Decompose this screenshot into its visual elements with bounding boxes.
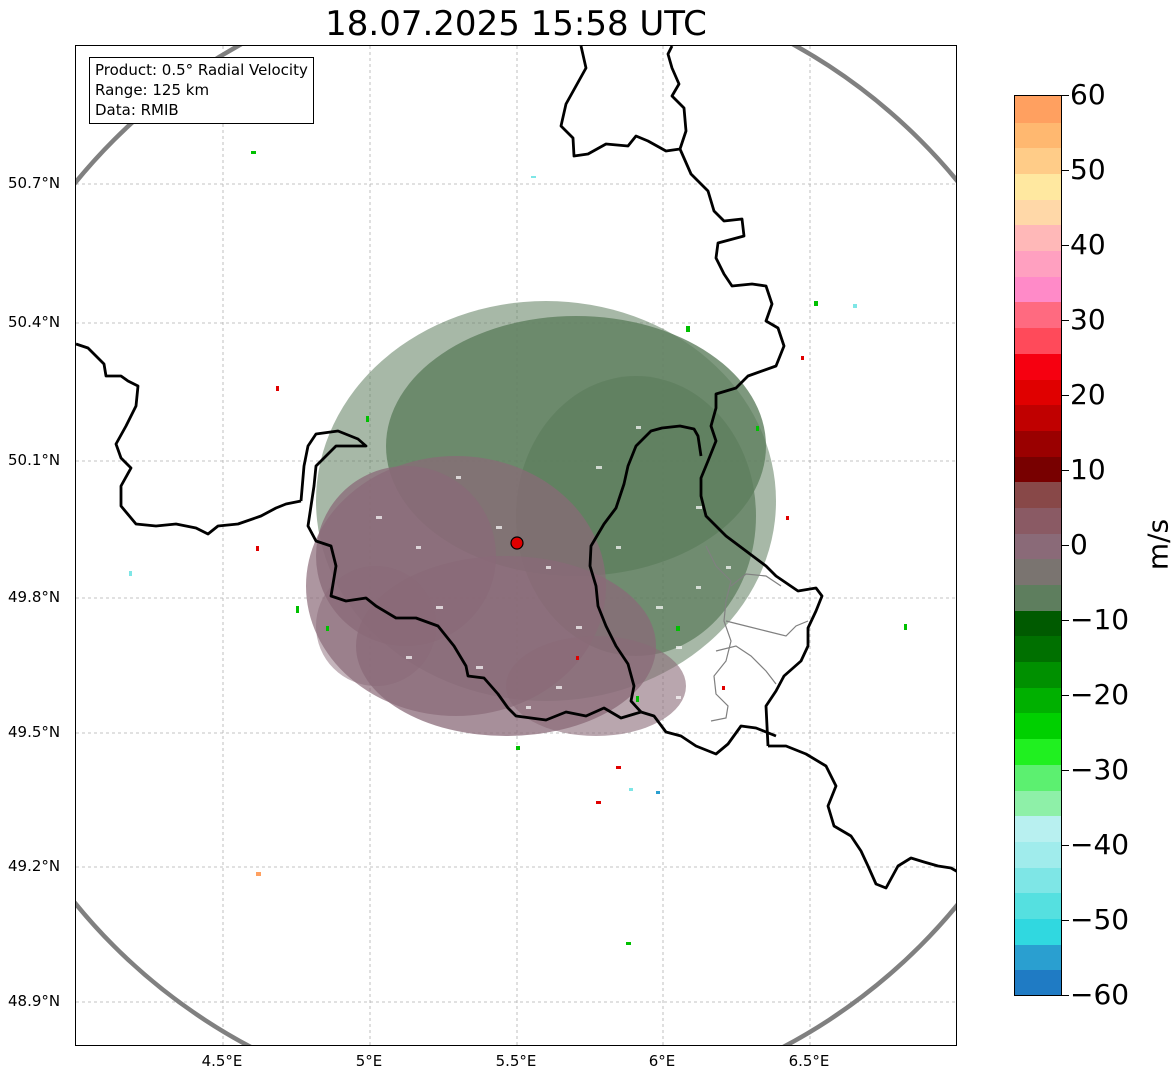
colorbar-band [1015, 506, 1061, 534]
colorbar-tick [1062, 995, 1069, 996]
colorbar-band [1015, 609, 1061, 637]
colorbar-band [1015, 763, 1061, 791]
colorbar-band [1015, 121, 1061, 149]
info-range: Range: 125 km [95, 81, 210, 99]
colorbar-tick-label: −20 [1070, 678, 1130, 711]
colorbar-tick-label: 50 [1070, 153, 1106, 186]
colorbar-tick-label: 30 [1070, 303, 1106, 336]
colorbar-band [1015, 352, 1061, 380]
admin-boundaries [705, 545, 809, 722]
lat-label-50-4: 50.4°N [8, 313, 61, 331]
colorbar-band [1015, 250, 1061, 277]
colorbar-band [1015, 481, 1061, 508]
radar-echoes [129, 151, 907, 945]
colorbar-band [1015, 404, 1061, 431]
lon-label-5-5: 5.5°E [495, 1052, 537, 1070]
colorbar-tick [1062, 770, 1069, 771]
colorbar-band [1015, 275, 1061, 303]
colorbar-band [1015, 943, 1061, 971]
colorbar-tick [1062, 245, 1069, 246]
product-info-box: Product: 0.5° Radial Velocity Range: 125… [89, 57, 314, 124]
info-data-source: Data: RMIB [95, 101, 179, 119]
colorbar-band [1015, 892, 1061, 919]
lon-label-4-5: 4.5°E [201, 1052, 243, 1070]
colorbar-tick-label: 10 [1070, 453, 1106, 486]
lon-label-6-5: 6.5°E [788, 1052, 830, 1070]
colorbar-band [1015, 840, 1061, 868]
radar-site-marker [510, 536, 524, 550]
colorbar-band [1015, 455, 1061, 483]
colorbar-tick-label: −30 [1070, 753, 1130, 786]
colorbar-tick [1062, 695, 1069, 696]
lat-label-49-8: 49.8°N [8, 588, 61, 606]
radar-map[interactable] [75, 45, 957, 1046]
colorbar-tick [1062, 620, 1069, 621]
colorbar-tick [1062, 545, 1069, 546]
colorbar-band [1015, 429, 1061, 457]
colorbar-tick-label: −40 [1070, 828, 1130, 861]
colorbar-tick [1062, 95, 1069, 96]
colorbar-tick-label: 60 [1070, 78, 1106, 111]
colorbar-band [1015, 584, 1061, 611]
velocity-colorbar [1014, 95, 1062, 996]
lat-label-50-1: 50.1°N [8, 451, 61, 469]
colorbar-band [1015, 96, 1061, 123]
colorbar-tick [1062, 395, 1069, 396]
colorbar-band [1015, 738, 1061, 765]
country-borders [76, 46, 956, 890]
colorbar-unit-label: m/s [1141, 518, 1171, 571]
lat-label-48-9: 48.9°N [8, 992, 61, 1010]
colorbar-band [1015, 635, 1061, 663]
colorbar-tick-label: 40 [1070, 228, 1106, 261]
colorbar-tick-label: −60 [1070, 978, 1130, 1011]
colorbar-band [1015, 866, 1061, 894]
colorbar-band [1015, 147, 1061, 175]
colorbar-band [1015, 712, 1061, 740]
colorbar-tick [1062, 320, 1069, 321]
colorbar-tick-label: −50 [1070, 903, 1130, 936]
colorbar-band [1015, 815, 1061, 842]
lat-label-50-7: 50.7°N [8, 174, 61, 192]
colorbar-band [1015, 661, 1061, 688]
colorbar-tick [1062, 170, 1069, 171]
colorbar-band [1015, 378, 1061, 406]
colorbar-band [1015, 558, 1061, 585]
lat-label-49-5: 49.5°N [8, 723, 61, 741]
colorbar-band [1015, 532, 1061, 560]
colorbar-band [1015, 327, 1061, 354]
colorbar-band [1015, 789, 1061, 817]
colorbar-tick [1062, 845, 1069, 846]
colorbar-band [1015, 224, 1061, 252]
colorbar-tick-label: −10 [1070, 603, 1130, 636]
colorbar-band [1015, 686, 1061, 714]
lon-label-6: 6°E [648, 1052, 676, 1070]
info-product: Product: 0.5° Radial Velocity [95, 61, 308, 79]
colorbar-tick [1062, 920, 1069, 921]
colorbar-band [1015, 969, 1061, 995]
map-title: 18.07.2025 15:58 UTC [325, 4, 707, 44]
lon-label-5: 5°E [355, 1052, 383, 1070]
colorbar-band [1015, 173, 1061, 200]
colorbar-tick-label: 0 [1070, 528, 1088, 561]
lat-label-49-2: 49.2°N [8, 857, 61, 875]
colorbar-tick-label: 20 [1070, 378, 1106, 411]
colorbar-band [1015, 301, 1061, 329]
colorbar-band [1015, 198, 1061, 226]
map-canvas [76, 46, 956, 1045]
colorbar-tick [1062, 470, 1069, 471]
colorbar-band [1015, 917, 1061, 945]
